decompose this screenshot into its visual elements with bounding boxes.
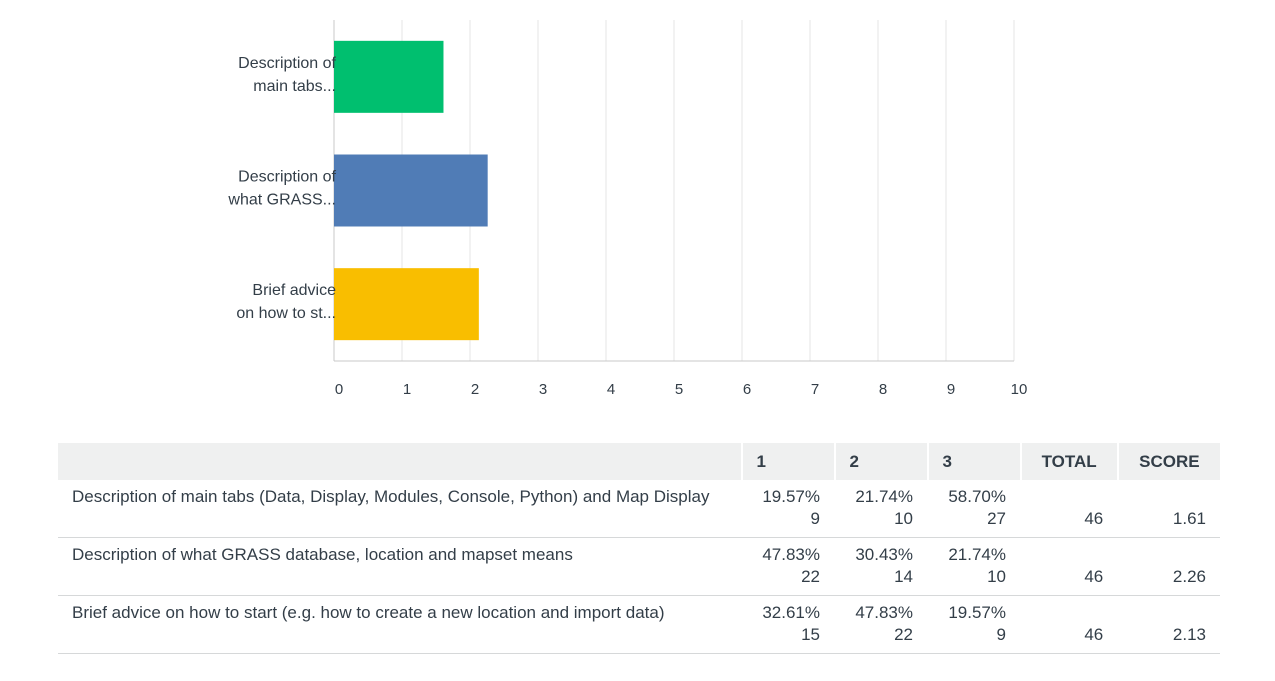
percent-value: 58.70%	[948, 487, 1006, 506]
answer-cell: 30.43% 14	[834, 537, 928, 596]
percent-value: 21.74%	[948, 545, 1006, 564]
x-tick-label: 1	[403, 381, 411, 398]
count-value: 10	[987, 567, 1006, 586]
category-label: on how to st...	[236, 305, 336, 322]
x-tick-label: 6	[743, 381, 751, 398]
percent-value: 47.83%	[855, 603, 913, 622]
header-col-2: 2	[833, 443, 928, 480]
percent-value: 47.83%	[762, 545, 820, 564]
count-value: 9	[810, 509, 820, 528]
header-score: SCORE	[1116, 443, 1220, 480]
bar-chart: 0 1 2 3 4 5 6 7 8 9 10 Description of main tabs... De…	[227, 20, 1028, 398]
total-cell: 46	[1019, 595, 1118, 654]
answer-cell: 19.57% 9	[741, 480, 835, 538]
x-tick-label: 8	[879, 381, 887, 398]
count-value: 15	[801, 625, 820, 644]
count-value: 9	[996, 625, 1006, 644]
answer-cell: 21.74% 10	[927, 537, 1021, 596]
x-tick-label: 4	[607, 381, 615, 398]
answer-cell: 21.74% 10	[834, 480, 928, 538]
header-total: TOTAL	[1019, 443, 1118, 480]
count-value: 22	[801, 567, 820, 586]
answer-cell: 58.70% 27	[927, 480, 1021, 538]
x-tick-label: 10	[1011, 381, 1028, 398]
header-col-3: 3	[926, 443, 1021, 480]
percent-value: 19.57%	[948, 603, 1006, 622]
header-col-1: 1	[740, 443, 835, 480]
percent-value: 32.61%	[762, 603, 820, 622]
percent-value: 19.57%	[762, 487, 820, 506]
table-row: Description of what GRASS database, loca…	[58, 537, 1220, 596]
score-cell: 1.61	[1117, 480, 1220, 538]
category-label: Brief advice	[252, 282, 336, 299]
count-value: 10	[894, 509, 913, 528]
question-cell: Brief advice on how to start (e.g. how t…	[58, 595, 742, 654]
bar	[334, 268, 479, 341]
x-tick-label: 2	[471, 381, 479, 398]
percent-value: 21.74%	[855, 487, 913, 506]
percent-value: 30.43%	[855, 545, 913, 564]
count-value: 27	[987, 509, 1006, 528]
count-value: 14	[894, 567, 913, 586]
category-label: what GRASS...	[227, 192, 336, 209]
table-header-row: 1 2 3 TOTAL SCORE	[58, 443, 1220, 480]
table-row: Brief advice on how to start (e.g. how t…	[58, 595, 1220, 654]
bar	[334, 40, 444, 113]
answer-cell: 47.83% 22	[741, 537, 835, 596]
count-value: 22	[894, 625, 913, 644]
answer-cell: 32.61% 15	[741, 595, 835, 654]
total-cell: 46	[1019, 537, 1118, 596]
bar	[334, 154, 488, 227]
question-cell: Description of what GRASS database, loca…	[58, 537, 742, 596]
x-tick-label: 7	[811, 381, 819, 398]
category-label: Description of	[238, 55, 336, 72]
x-tick-label: 0	[335, 381, 343, 398]
category-label: main tabs...	[253, 78, 336, 95]
question-cell: Description of main tabs (Data, Display,…	[58, 480, 742, 538]
x-tick-label: 3	[539, 381, 547, 398]
score-cell: 2.26	[1117, 537, 1220, 596]
score-cell: 2.13	[1117, 595, 1220, 654]
x-tick-label: 5	[675, 381, 683, 398]
header-question	[58, 443, 742, 480]
total-cell: 46	[1019, 480, 1118, 538]
answer-cell: 47.83% 22	[834, 595, 928, 654]
answer-cell: 19.57% 9	[927, 595, 1021, 654]
category-label: Description of	[238, 169, 336, 186]
results-table: 1 2 3 TOTAL SCORE Description of main ta…	[58, 443, 1220, 654]
x-tick-label: 9	[947, 381, 955, 398]
table-row: Description of main tabs (Data, Display,…	[58, 480, 1220, 538]
